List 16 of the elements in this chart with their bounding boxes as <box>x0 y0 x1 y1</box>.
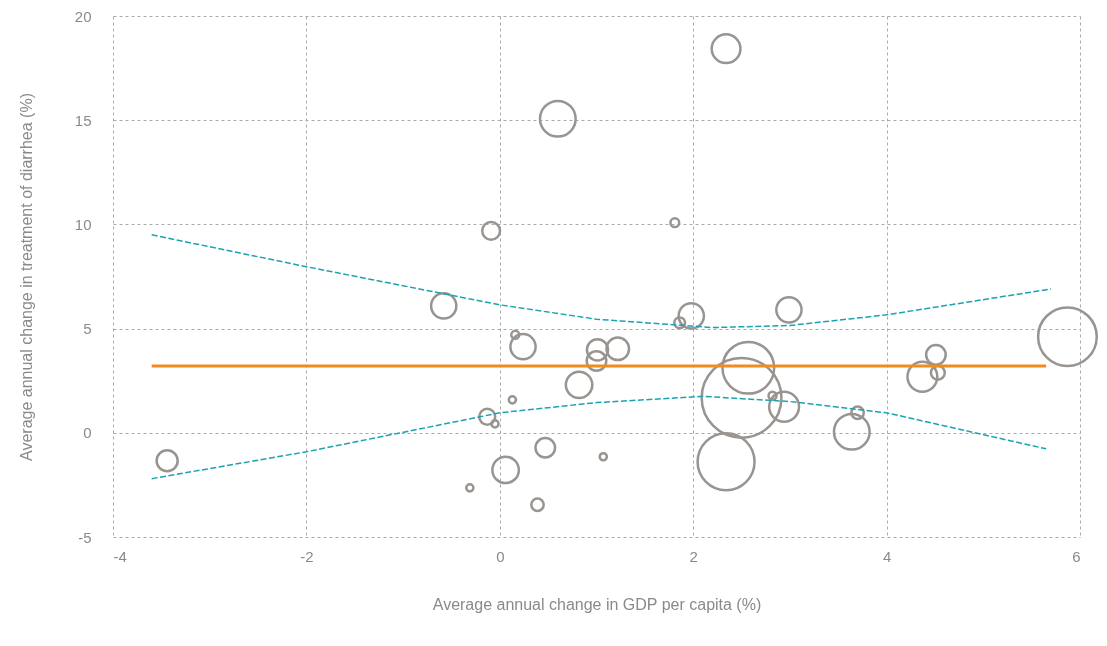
x-tick-label: 6 <box>1072 547 1081 565</box>
y-tick-label: -5 <box>78 528 92 546</box>
y-tick-label: 10 <box>74 215 92 233</box>
x-tick-label: -4 <box>113 547 127 565</box>
y-tick-label: 20 <box>74 7 92 25</box>
y-tick-label: 0 <box>83 424 92 442</box>
x-tick-label: 4 <box>882 547 892 565</box>
y-axis-title: Average annual change in treatment of diarrhea (%) <box>17 93 35 461</box>
line-series <box>150 395 1047 480</box>
line-series <box>150 234 1052 329</box>
y-tick-label: 5 <box>83 320 92 338</box>
x-tick-label: 2 <box>689 547 698 565</box>
x-tick-label: -2 <box>300 547 314 565</box>
x-tick-label: 0 <box>496 547 505 565</box>
x-axis-title: Average annual change in GDP per capita (%) <box>432 595 762 613</box>
y-tick-label: 15 <box>74 111 92 129</box>
